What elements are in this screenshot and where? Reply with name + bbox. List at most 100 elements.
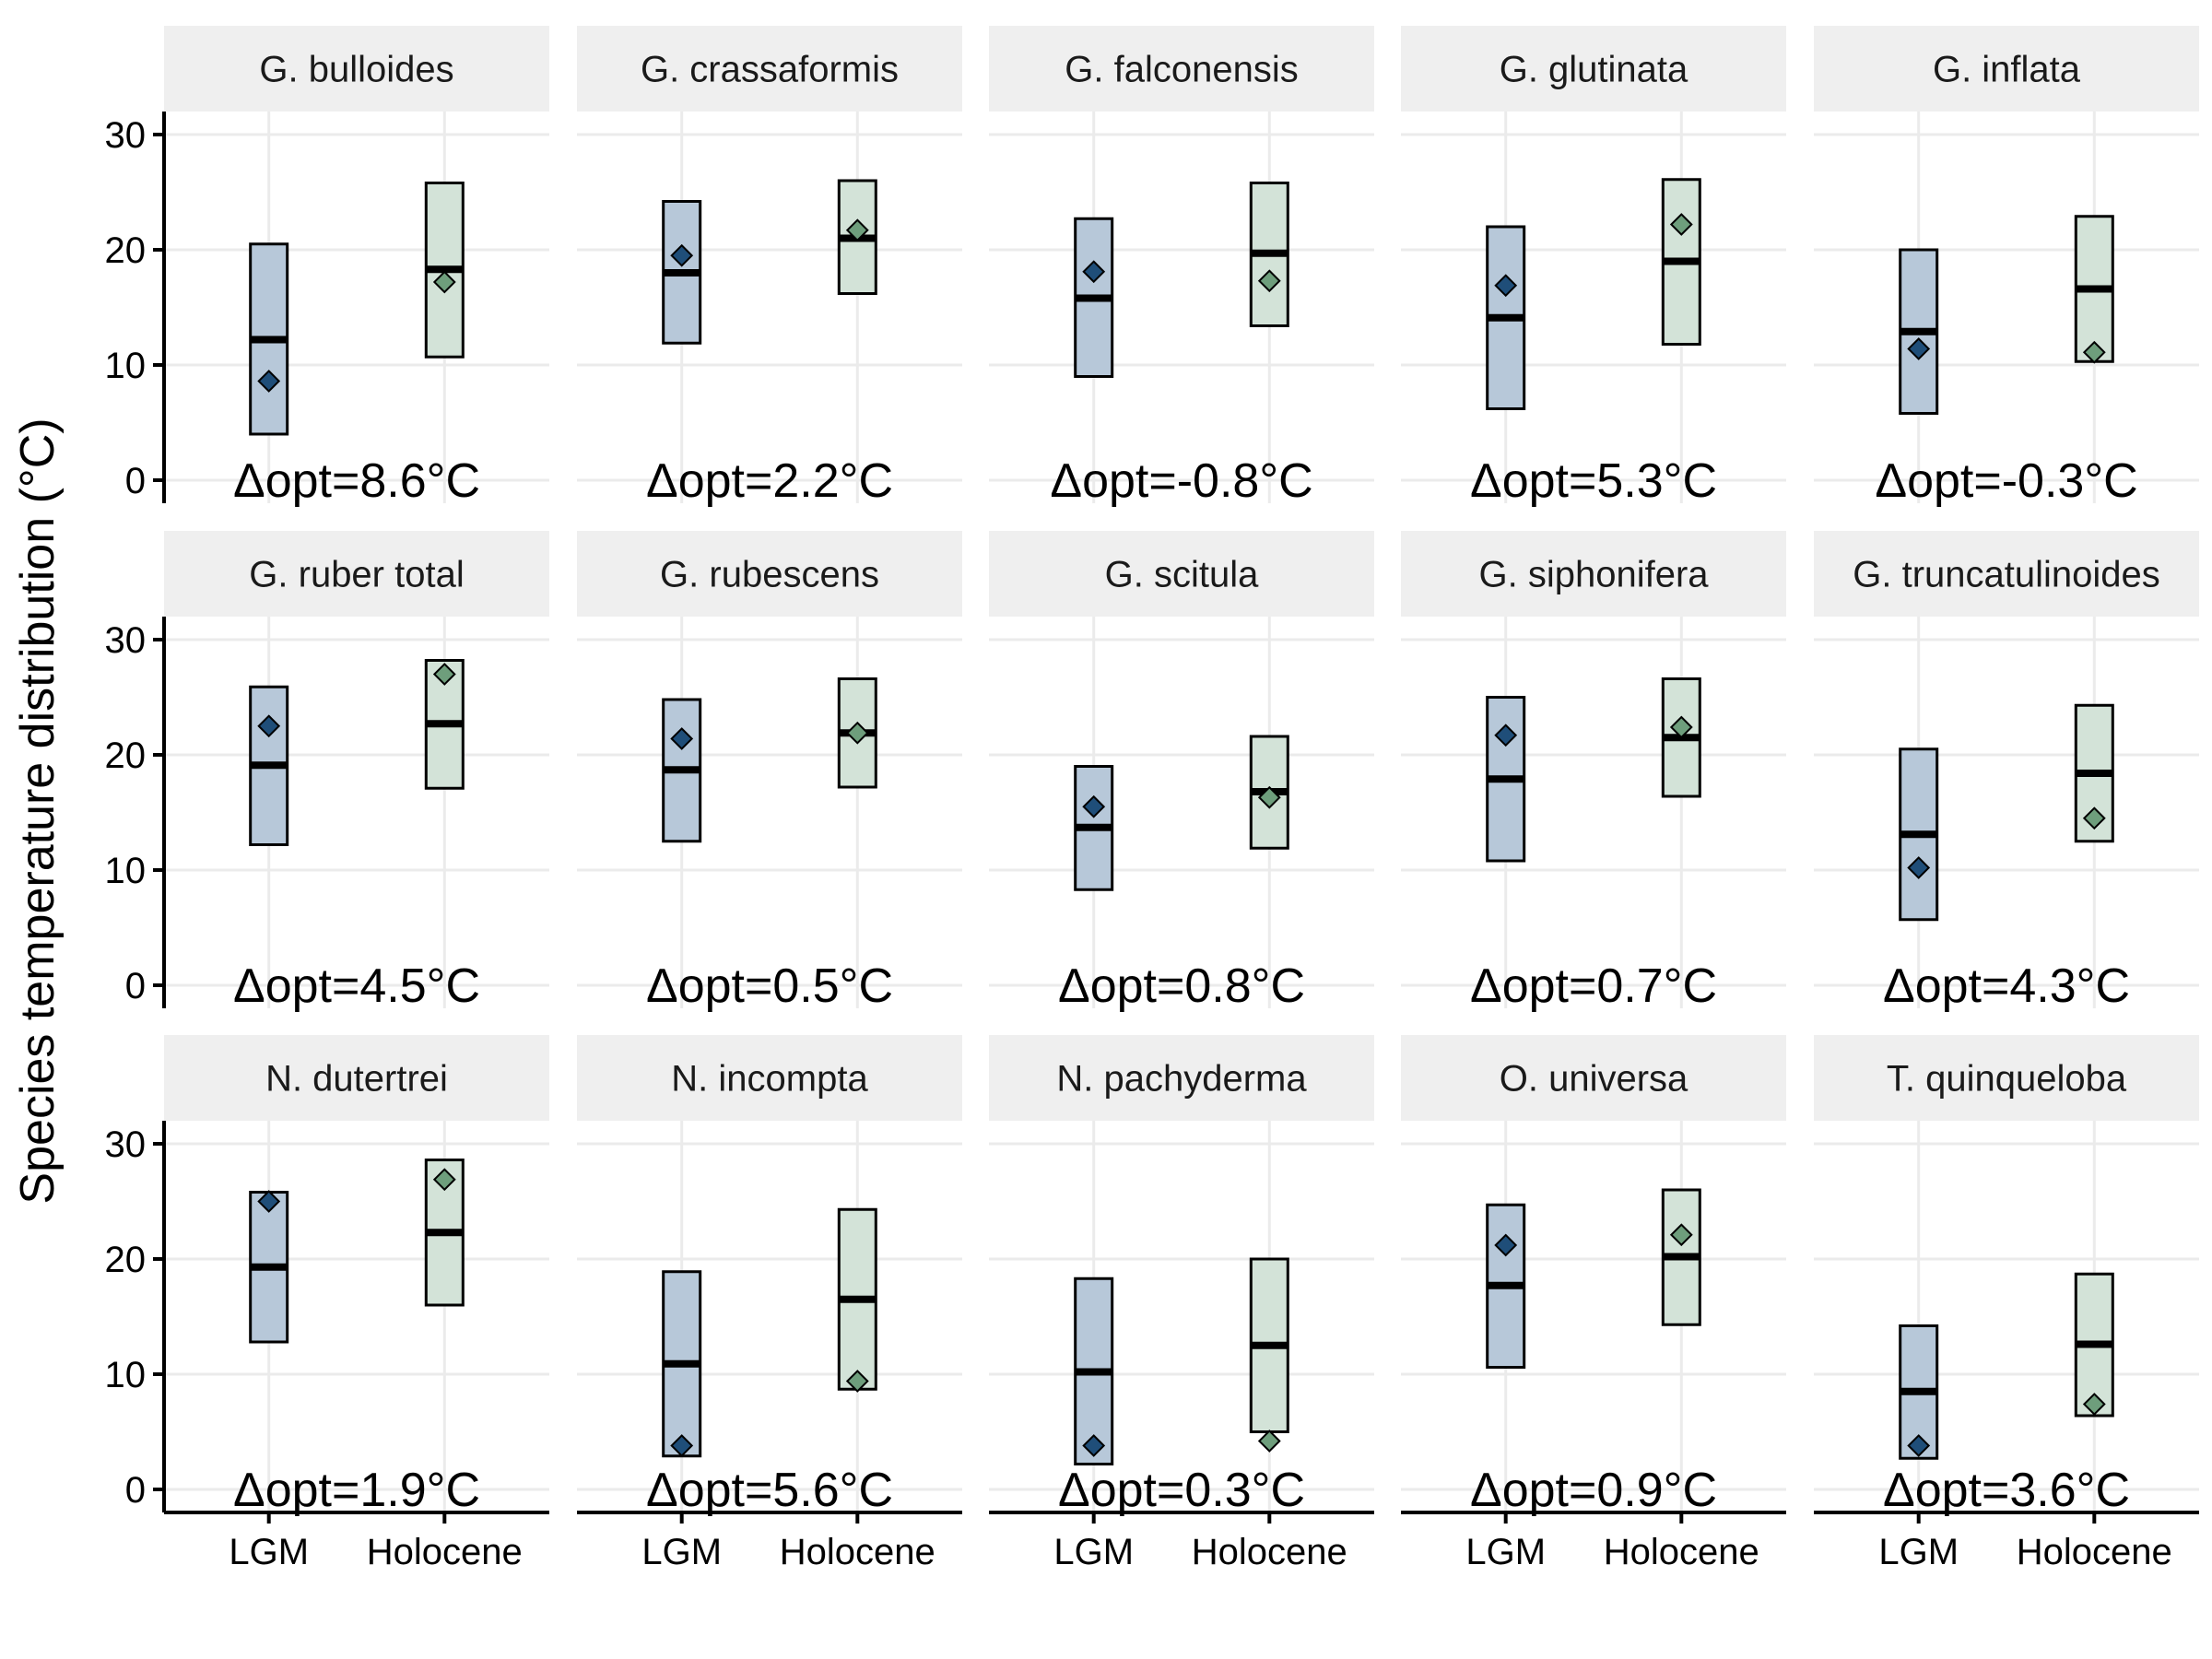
panel: G. falconensis Δopt=-0.8°C: [989, 26, 1374, 508]
panel: G. ruber total Δopt=4.5°C 0 10 20 30: [105, 531, 549, 1013]
facet-title: N. pachyderma: [1056, 1059, 1307, 1100]
facet-title: G. rubescens: [660, 555, 879, 595]
holocene-optimum-point: [432, 1168, 456, 1192]
panel: G. inflata Δopt=-0.3°C: [1814, 26, 2199, 508]
panel: G. bulloides Δopt=8.6°C 0 10 20 30: [105, 26, 549, 508]
panel: G. rubescens Δopt=0.5°C: [577, 531, 962, 1013]
facet-title: G. glutinata: [1500, 50, 1688, 90]
facet-strip: [1401, 1035, 1786, 1121]
lgm-optimum-point: [1494, 724, 1518, 747]
x-tick-label: Holocene: [1604, 1532, 1759, 1572]
holocene-optimum-point: [1257, 1430, 1281, 1453]
facet-strip: [989, 531, 1374, 617]
lgm-optimum-point: [1494, 1233, 1518, 1257]
delta-opt-label: Δopt=-0.3°C: [1875, 454, 2137, 508]
delta-opt-label: Δopt=5.3°C: [1470, 454, 1717, 508]
panel: G. crassaformis Δopt=2.2°C: [577, 26, 962, 508]
facet-strip: [989, 1035, 1374, 1121]
facet-strip: [1814, 531, 2199, 617]
x-tick-label: Holocene: [2017, 1532, 2172, 1572]
y-axis-label: Species temperature distribution (°C): [11, 418, 65, 1204]
lgm-optimum-point: [1494, 274, 1518, 298]
holocene-optimum-point: [1669, 1223, 1693, 1247]
holocene-optimum-point: [2082, 806, 2106, 830]
facet-strip: [1814, 1035, 2199, 1121]
holocene-optimum-point: [1669, 213, 1693, 236]
facet-title: G. inflata: [1933, 50, 2081, 90]
facet-title: T. quinqueloba: [1887, 1059, 2127, 1100]
holocene-optimum-point: [1257, 785, 1281, 809]
facet-strip: [164, 26, 549, 112]
holocene-optimum-point: [1669, 715, 1693, 739]
facet-title: O. universa: [1500, 1059, 1688, 1100]
y-tick-label: 30: [105, 1124, 147, 1165]
y-tick-label: 0: [125, 966, 146, 1006]
facet-title: G. ruber total: [249, 555, 464, 595]
facet-strip: [989, 26, 1374, 112]
y-tick-label: 30: [105, 115, 147, 156]
panel: O. universa Δopt=0.9°C LGM Holocene: [1401, 1035, 1786, 1572]
holocene-optimum-point: [845, 1370, 869, 1393]
delta-opt-label: Δopt=0.7°C: [1470, 959, 1717, 1013]
facet-strip: [577, 26, 962, 112]
facet-title: G. bulloides: [259, 50, 453, 90]
x-tick-label: Holocene: [367, 1532, 523, 1572]
lgm-optimum-point: [1082, 260, 1106, 284]
holocene-optimum-point: [845, 218, 869, 242]
delta-opt-label: Δopt=0.3°C: [1058, 1464, 1305, 1517]
lgm-optimum-point: [670, 727, 694, 750]
x-tick-label: LGM: [1465, 1532, 1546, 1572]
panel: G. truncatulinoides Δopt=4.3°C: [1814, 531, 2199, 1013]
y-tick-label: 20: [105, 735, 147, 776]
panel: N. pachyderma Δopt=0.3°C LGM Holocene: [989, 1035, 1374, 1572]
panels-layer: G. bulloides Δopt=8.6°C 0 10 20 30 G. crassafo…: [105, 26, 2199, 1572]
lgm-optimum-point: [257, 370, 281, 393]
delta-opt-label: Δopt=4.3°C: [1883, 959, 2130, 1013]
holocene-optimum-point: [845, 721, 869, 745]
delta-opt-label: Δopt=0.8°C: [1058, 959, 1305, 1013]
facet-strip: [164, 1035, 549, 1121]
facet-strip: [1401, 26, 1786, 112]
lgm-optimum-point: [1907, 1434, 1931, 1457]
facet-strip: [1814, 26, 2199, 112]
holocene-optimum-point: [2082, 340, 2106, 364]
x-tick-label: LGM: [229, 1532, 309, 1572]
x-tick-label: LGM: [1053, 1532, 1134, 1572]
delta-opt-label: Δopt=-0.8°C: [1050, 454, 1312, 508]
panel: N. dutertrei Δopt=1.9°C 0 10 20 30 LGM Holocene: [105, 1035, 549, 1572]
holocene-optimum-point: [2082, 1393, 2106, 1416]
y-tick-label: 10: [105, 851, 147, 891]
panel: G. glutinata Δopt=5.3°C: [1401, 26, 1786, 508]
y-tick-label: 20: [105, 1240, 147, 1280]
lgm-optimum-point: [670, 1434, 694, 1457]
facet-title: G. truncatulinoides: [1853, 555, 2160, 595]
y-tick-label: 0: [125, 461, 146, 501]
delta-opt-label: Δopt=3.6°C: [1883, 1464, 2130, 1517]
y-tick-label: 20: [105, 230, 147, 271]
facet-strip: [164, 531, 549, 617]
delta-opt-label: Δopt=4.5°C: [233, 959, 480, 1013]
panel: G. siphonifera Δopt=0.7°C: [1401, 531, 1786, 1013]
x-tick-label: LGM: [1878, 1532, 1959, 1572]
facet-title: G. falconensis: [1065, 50, 1298, 90]
delta-opt-label: Δopt=2.2°C: [646, 454, 893, 508]
facet-strip: [1401, 531, 1786, 617]
x-tick-label: LGM: [641, 1532, 722, 1572]
facet-title: G. scitula: [1105, 555, 1259, 595]
facet-title: N. dutertrei: [265, 1059, 448, 1100]
facet-title: G. crassaformis: [641, 50, 899, 90]
y-tick-label: 0: [125, 1470, 146, 1511]
panel: T. quinqueloba Δopt=3.6°C LGM Holocene: [1814, 1035, 2199, 1572]
panel: N. incompta Δopt=5.6°C LGM Holocene: [577, 1035, 962, 1572]
y-tick-label: 10: [105, 346, 147, 386]
lgm-optimum-point: [1907, 337, 1931, 360]
y-tick-label: 10: [105, 1355, 147, 1395]
facet-title: N. incompta: [671, 1059, 868, 1100]
holocene-optimum-point: [432, 663, 456, 686]
lgm-optimum-point: [257, 714, 281, 738]
delta-opt-label: Δopt=0.9°C: [1470, 1464, 1717, 1517]
delta-opt-label: Δopt=8.6°C: [233, 454, 480, 508]
delta-opt-label: Δopt=5.6°C: [646, 1464, 893, 1517]
x-tick-label: Holocene: [1192, 1532, 1347, 1572]
